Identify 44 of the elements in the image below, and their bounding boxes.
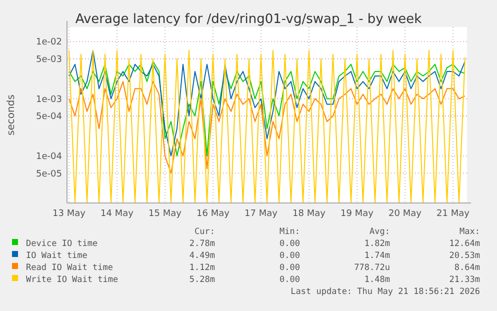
text: 4.49m	[189, 251, 215, 261]
legend-label: Device IO time	[26, 239, 98, 249]
legend-label: IO Wait time	[26, 251, 88, 261]
text: 12.64m	[449, 239, 480, 249]
x-tick-label: 20 May	[388, 209, 422, 219]
x-tick-label: 17 May	[244, 209, 278, 219]
x-tick-label: 21 May	[436, 209, 470, 219]
x-tick-label: 15 May	[148, 209, 182, 219]
text: 1.12m	[189, 263, 215, 273]
y-tick-label: 5e-04	[36, 112, 62, 122]
x-tick-label: 14 May	[100, 209, 134, 219]
text: 0.00	[280, 239, 300, 249]
x-tick-label: 16 May	[196, 209, 230, 219]
y-tick-label: 1e-03	[36, 94, 62, 105]
text: 5.28m	[189, 275, 215, 285]
x-tick-label: 19 May	[340, 209, 374, 219]
text: 1.48m	[364, 275, 390, 285]
text: 0.00	[280, 275, 300, 285]
chart-title: Average latency for /dev/ring01-vg/swap_1 - by week	[75, 12, 422, 27]
text: 1.82m	[364, 239, 390, 249]
text: Last update: Thu May 21 18:56:21 2026	[290, 287, 480, 297]
text: 0.00	[280, 251, 300, 261]
text: 20.53m	[449, 251, 480, 261]
text: 8.64m	[454, 263, 480, 273]
text: Max:	[460, 227, 480, 237]
text: Cur:	[194, 227, 215, 237]
x-tick-label: 18 May	[292, 209, 326, 219]
y-axis-title: seconds	[6, 94, 17, 136]
y-tick-label: 5e-03	[36, 54, 62, 65]
legend-label: Write IO Wait time	[26, 275, 118, 285]
text: 0.00	[280, 263, 300, 273]
text: Avg:	[370, 227, 390, 237]
y-tick-label: 5e-05	[36, 169, 62, 180]
text: Min:	[280, 227, 300, 237]
y-tick-label: 1e-02	[36, 38, 62, 48]
text: 2.78m	[189, 239, 215, 249]
text: 21.33m	[449, 275, 480, 285]
line-series	[68, 81, 466, 174]
line-series	[68, 50, 466, 204]
text: 778.72u	[354, 263, 390, 273]
y-tick-label: 1e-04	[36, 152, 62, 162]
x-tick-label: 13 May	[52, 209, 86, 219]
legend-label: Read IO Wait time	[26, 263, 113, 273]
text: 1.74m	[364, 251, 390, 261]
